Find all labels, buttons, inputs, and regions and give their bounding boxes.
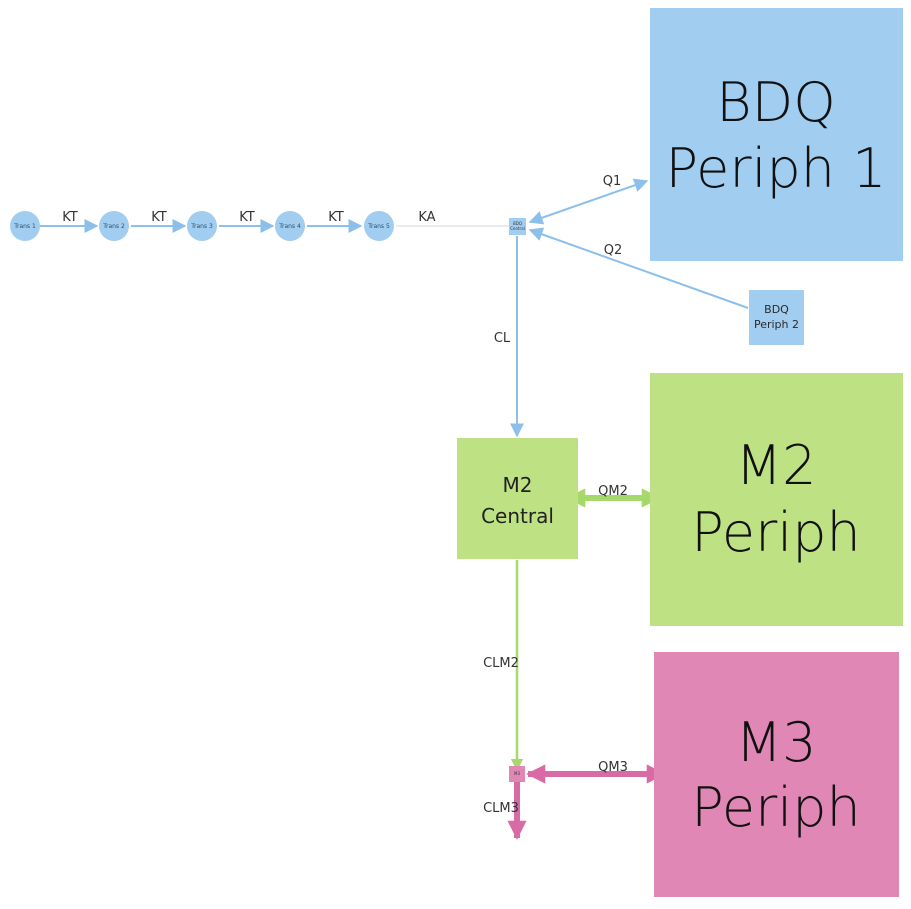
edge-ka-label: KA: [418, 210, 435, 225]
node-bdq-central-label-1: BDQ: [513, 221, 522, 226]
node-m3-periph-label-2: Periph: [691, 776, 861, 839]
edge-q1-label: Q1: [603, 174, 622, 189]
node-m2-central-label-2: Central: [481, 504, 554, 528]
node-m3-central[interactable]: [509, 766, 525, 782]
node-bdq-periph-1-label-1: BDQ: [716, 71, 835, 134]
node-trans-4[interactable]: [275, 211, 305, 241]
node-bdq-central[interactable]: [509, 218, 526, 235]
edge-qm3-label: QM3: [598, 760, 628, 775]
edge-cl-label: CL: [494, 331, 511, 346]
node-m3-central-label: M3: [514, 771, 520, 776]
node-m2-central[interactable]: [457, 438, 578, 559]
edge-clm3-label: CLM3: [483, 801, 519, 816]
node-bdq-periph-1-label-2: Periph 1: [665, 137, 886, 200]
node-m2-central-label-1: M2: [503, 473, 533, 497]
node-m3-periph-label-1: M3: [736, 711, 817, 774]
node-trans-1-label: Trans 1: [13, 223, 36, 230]
edge-q2-label: Q2: [604, 243, 623, 258]
node-bdq-periph-1[interactable]: [650, 8, 903, 261]
edge-kt-1-label: KT: [62, 210, 78, 225]
edge-kt-2-label: KT: [151, 210, 167, 225]
node-m2-periph-label-2: Periph: [691, 501, 861, 564]
node-trans-4-label: Trans 4: [278, 223, 301, 230]
edge-q2: [528, 227, 749, 309]
node-trans-2[interactable]: [99, 211, 129, 241]
node-m3-periph[interactable]: [654, 652, 899, 897]
edge-kt-4-label: KT: [328, 210, 344, 225]
node-bdq-periph-2[interactable]: [749, 290, 804, 345]
node-bdq-periph-2-label-1: BDQ: [764, 303, 789, 316]
node-trans-3-label: Trans 3: [190, 223, 213, 230]
edge-kt-3-label: KT: [239, 210, 255, 225]
edge-q1: [528, 178, 649, 225]
node-m2-periph[interactable]: [650, 373, 903, 626]
edge-clm2-label: CLM2: [483, 656, 519, 671]
node-bdq-central-label-2: Central: [510, 226, 525, 231]
node-trans-1[interactable]: [10, 211, 40, 241]
node-trans-3[interactable]: [187, 211, 217, 241]
node-bdq-periph-2-label-2: Periph 2: [754, 318, 799, 331]
node-trans-2-label: Trans 2: [102, 223, 125, 230]
edge-qm2-label: QM2: [598, 484, 628, 499]
node-m2-periph-label-1: M2: [736, 434, 817, 497]
node-trans-5[interactable]: [364, 211, 394, 241]
node-trans-5-label: Trans 5: [367, 223, 390, 230]
